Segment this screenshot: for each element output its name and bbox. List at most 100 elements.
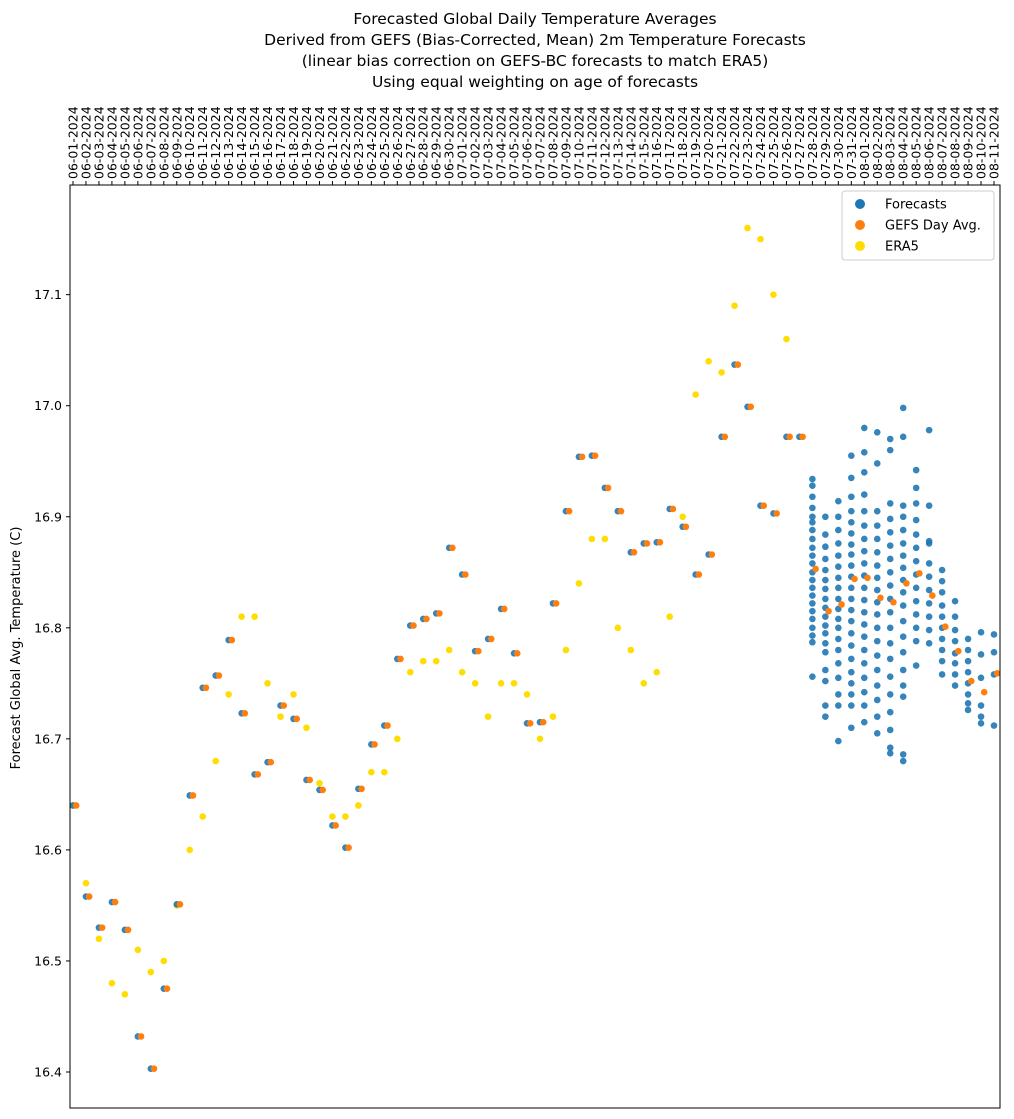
forecast-point — [822, 677, 829, 685]
era5-point — [562, 646, 570, 654]
era5-point — [393, 735, 401, 743]
gefs-day-avg-point — [967, 677, 975, 685]
forecast-point — [886, 691, 894, 698]
forecast-point — [860, 491, 868, 498]
forecast-point — [848, 606, 855, 614]
forecast-point — [835, 526, 842, 534]
forecast-point — [938, 602, 946, 609]
era5-point — [757, 235, 764, 243]
forecast-point — [964, 700, 972, 707]
x-tick-label: 07-04-2024 — [494, 106, 509, 179]
forecast-point — [977, 702, 985, 709]
legend-marker-era5 — [855, 241, 865, 251]
gefs-day-avg-point — [539, 718, 547, 726]
gefs-day-avg-point — [475, 647, 482, 655]
gefs-day-avg-point — [163, 985, 171, 993]
forecast-point — [809, 526, 816, 534]
forecast-point — [886, 749, 894, 757]
x-tick-label: 08-06-2024 — [922, 106, 937, 179]
x-tick-label: 06-26-2024 — [390, 106, 405, 179]
gefs-day-avg-point — [332, 822, 339, 829]
x-tick-label: 07-17-2024 — [662, 106, 677, 179]
x-tick-label: 06-16-2024 — [260, 106, 275, 179]
forecast-point — [925, 640, 933, 647]
era5-point — [731, 302, 738, 310]
gefs-day-avg-point — [280, 702, 288, 709]
forecast-point — [886, 640, 894, 647]
x-tick-label: 07-11-2024 — [584, 106, 599, 179]
x-tick-label: 07-13-2024 — [610, 106, 625, 179]
era5-point — [238, 613, 245, 620]
forecast-point — [860, 674, 868, 682]
era5-point — [588, 535, 596, 543]
forecast-point — [899, 404, 907, 412]
era5-point — [653, 668, 661, 676]
forecast-point — [899, 693, 907, 700]
era5-point — [627, 646, 635, 654]
forecast-point — [899, 633, 907, 640]
y-tick-label: 16.8 — [34, 620, 62, 635]
x-tick-label: 07-30-2024 — [831, 106, 846, 179]
forecast-point — [899, 564, 907, 572]
forecast-point — [848, 507, 855, 515]
forecast-point — [977, 651, 985, 658]
era5-point — [601, 535, 609, 543]
forecast-point — [873, 637, 881, 645]
era5-point — [614, 624, 622, 632]
legend-label-era5: ERA5 — [885, 240, 919, 255]
x-tick-label: 06-01-2024 — [66, 106, 81, 179]
forecast-point — [899, 433, 907, 441]
gefs-day-avg-point — [306, 776, 313, 784]
era5-point — [342, 813, 349, 820]
forecast-point — [809, 632, 816, 639]
forecast-point — [848, 584, 855, 592]
forecast-point — [886, 608, 894, 616]
forecast-point — [822, 622, 829, 629]
forecast-point — [886, 542, 894, 549]
forecast-point — [951, 660, 959, 667]
gefs-day-avg-point — [410, 622, 417, 629]
forecast-point — [899, 648, 907, 656]
era5-point — [368, 768, 375, 776]
forecast-point — [835, 574, 842, 582]
forecast-point — [964, 657, 972, 665]
forecast-point — [899, 502, 907, 509]
gefs-day-avg-point — [98, 924, 106, 931]
legend-box — [841, 190, 995, 261]
forecast-point — [873, 429, 881, 436]
gefs-day-avg-point — [864, 574, 871, 582]
x-tick-label: 07-18-2024 — [675, 106, 690, 179]
forecast-point — [886, 673, 894, 680]
era5-point — [82, 879, 90, 887]
gefs-day-avg-point — [371, 741, 378, 748]
forecast-point — [990, 648, 998, 656]
era5-point — [199, 813, 207, 820]
forecast-point — [809, 673, 816, 680]
forecast-point — [938, 671, 946, 678]
gefs-day-avg-point — [734, 361, 742, 368]
era5-point — [251, 613, 258, 620]
legend-label-gefs-day-avg: GEFS Day Avg. — [885, 219, 981, 234]
forecast-point — [860, 507, 868, 515]
forecast-point — [912, 484, 920, 492]
forecast-point — [835, 660, 842, 667]
forecast-point — [925, 626, 933, 634]
forecast-point — [873, 666, 881, 674]
forecast-point — [809, 600, 816, 607]
y-tick-label: 17.0 — [34, 398, 62, 413]
era5-point — [303, 724, 310, 732]
era5-point — [419, 657, 427, 665]
forecast-point — [809, 493, 816, 501]
x-tick-label: 06-06-2024 — [130, 106, 145, 179]
gefs-day-avg-point — [838, 601, 845, 608]
x-tick-label: 06-12-2024 — [208, 106, 223, 179]
forecast-point — [886, 582, 894, 589]
forecast-point — [848, 530, 855, 537]
forecast-point — [964, 668, 972, 676]
forecast-point — [873, 611, 881, 618]
gefs-day-avg-point — [526, 720, 534, 727]
forecast-point — [835, 595, 842, 603]
forecast-point — [899, 540, 907, 547]
forecast-point — [848, 702, 855, 709]
gefs-day-avg-point — [890, 598, 897, 606]
